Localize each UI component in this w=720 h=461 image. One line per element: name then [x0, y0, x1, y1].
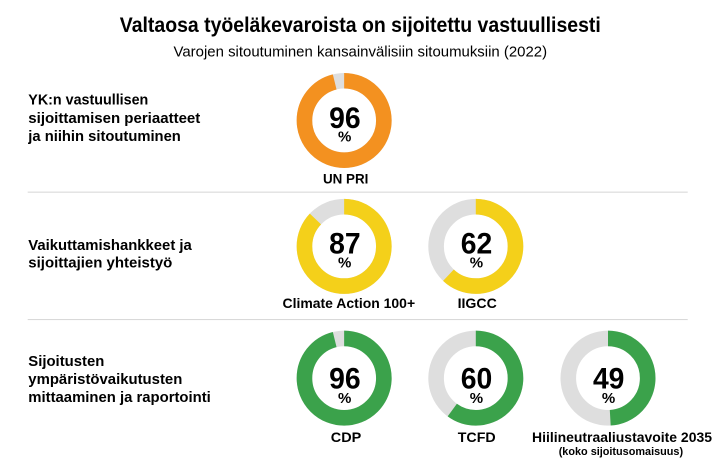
svg-text:ympäristövaikutusten: ympäristövaikutusten [28, 371, 182, 388]
svg-text:49: 49 [593, 362, 625, 395]
svg-text:96: 96 [329, 102, 361, 135]
svg-text:UN PRI: UN PRI [323, 171, 368, 187]
svg-text:Climate Action 100+: Climate Action 100+ [283, 295, 416, 311]
svg-text:60: 60 [461, 362, 493, 395]
svg-text:mittaaminen ja raportointi: mittaaminen ja raportointi [28, 389, 211, 406]
svg-text:%: % [338, 255, 351, 272]
svg-text:Hiilineutraaliustavoite 2035: Hiilineutraaliustavoite 2035 [532, 429, 712, 445]
svg-text:ja niihin sitoutuminen: ja niihin sitoutuminen [27, 128, 180, 145]
svg-text:(koko sijoitusomaisuus): (koko sijoitusomaisuus) [559, 446, 684, 458]
svg-text:Varojen sitoutuminen kansainvä: Varojen sitoutuminen kansainvälisiin sit… [174, 44, 548, 60]
svg-text:96: 96 [329, 362, 361, 395]
svg-text:Sijoitusten: Sijoitusten [28, 353, 104, 370]
svg-text:%: % [470, 390, 483, 407]
svg-text:CDP: CDP [331, 429, 361, 445]
svg-text:TCFD: TCFD [458, 429, 496, 445]
svg-text:IIGCC: IIGCC [458, 295, 497, 311]
svg-text:87: 87 [329, 228, 361, 261]
svg-text:Vaikuttamishankkeet ja: Vaikuttamishankkeet ja [28, 237, 192, 254]
svg-text:sijoittamisen periaatteet: sijoittamisen periaatteet [28, 110, 200, 127]
svg-text:%: % [602, 390, 615, 407]
svg-text:Valtaosa työeläkevaroista on s: Valtaosa työeläkevaroista on sijoitettu … [120, 14, 601, 37]
svg-text:sijoittajien yhteistyö: sijoittajien yhteistyö [28, 255, 172, 272]
svg-text:%: % [338, 129, 351, 146]
svg-text:%: % [470, 255, 483, 272]
svg-text:62: 62 [461, 228, 493, 261]
svg-text:YK:n vastuullisen: YK:n vastuullisen [28, 91, 148, 108]
svg-text:%: % [338, 390, 351, 407]
